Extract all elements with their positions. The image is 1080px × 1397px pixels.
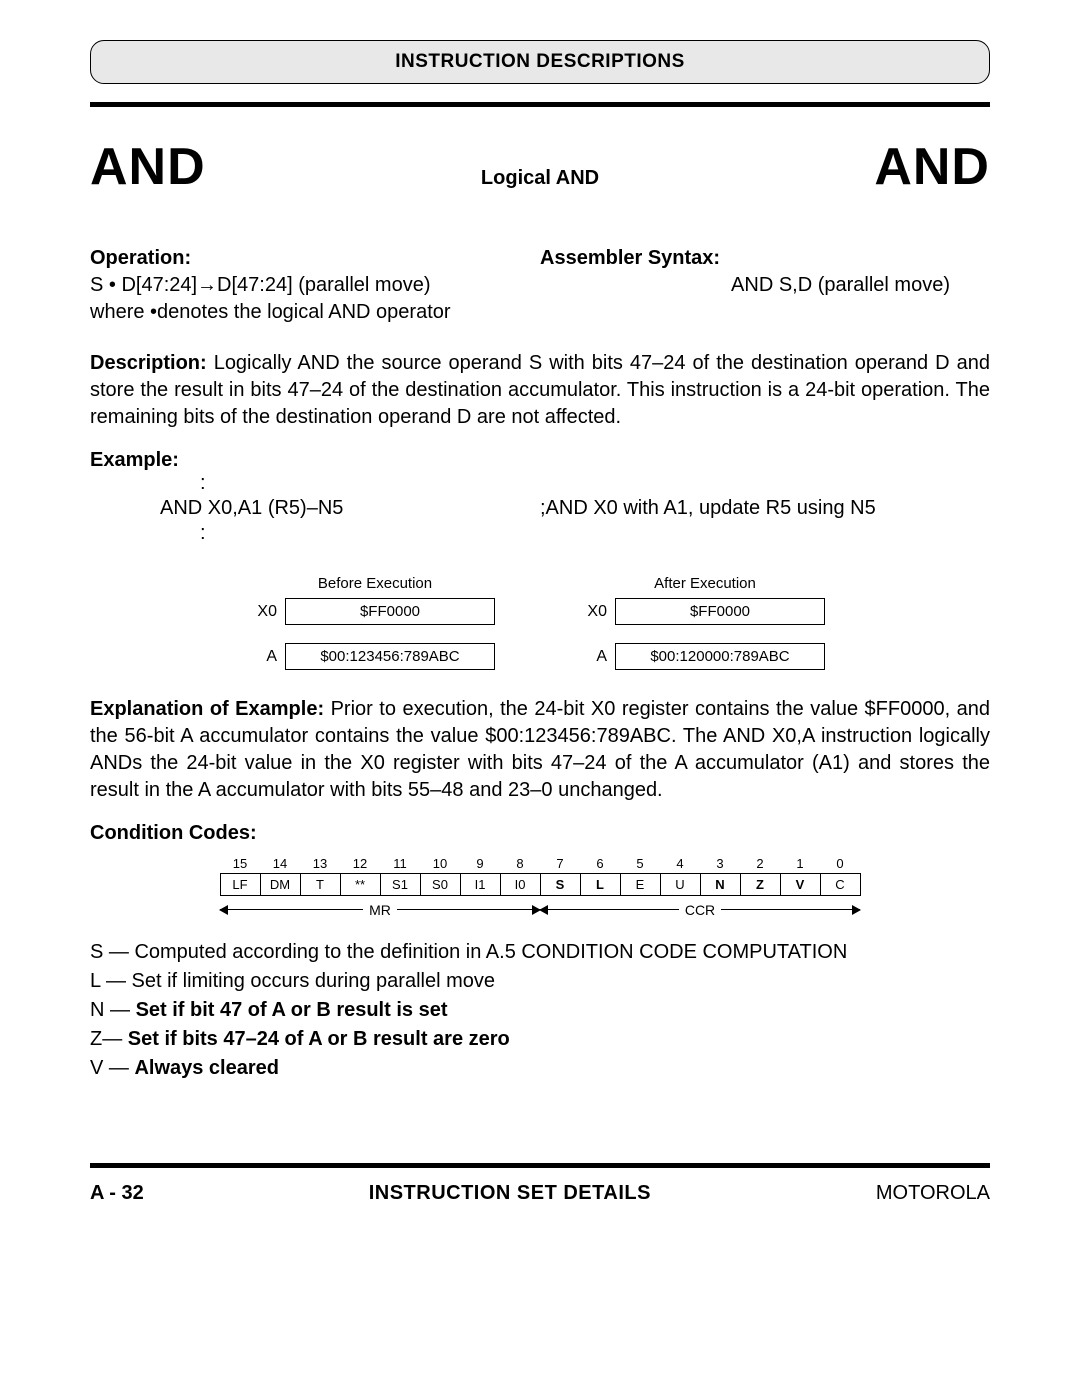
cc-bit-number: 9 <box>460 855 500 873</box>
cc-flag-cell: V <box>780 873 820 895</box>
description-block: Description: Logically AND the source op… <box>90 350 990 431</box>
cc-flag-cell: S <box>540 873 580 895</box>
cc-bit-number: 10 <box>420 855 460 873</box>
reg-value-a-after: $00:120000:789ABC <box>615 643 825 670</box>
reg-label-a-before: A <box>255 648 285 666</box>
cc-flag-cell: E <box>620 873 660 895</box>
register-tables: Before Execution X0 $FF0000 A $00:123456… <box>90 575 990 670</box>
operation-line1: S • D[47:24]→D[47:24] (parallel move) <box>90 274 431 296</box>
page-footer: A - 32 INSTRUCTION SET DETAILS MOTOROLA <box>90 1182 990 1205</box>
footer-vendor: MOTOROLA <box>876 1182 990 1205</box>
condition-codes-list: S — Computed according to the definition… <box>90 938 990 1083</box>
cc-flag-cell: ** <box>340 873 380 895</box>
example-label: Example: <box>90 449 990 472</box>
condition-codes-table: 1514131211109876543210 LFDMT**S1S0I1I0SL… <box>220 855 861 896</box>
cc-flag-cell: I1 <box>460 873 500 895</box>
before-caption: Before Execution <box>255 575 495 592</box>
footer-page-number: A - 32 <box>90 1182 144 1205</box>
explanation-label: Explanation of Example: <box>90 698 324 720</box>
cc-arrow-row: MR CCR <box>90 902 990 918</box>
cc-flag-cell: S1 <box>380 873 420 895</box>
reg-label-x0-after: X0 <box>585 603 615 621</box>
cc-flag-cell: I0 <box>500 873 540 895</box>
reg-value-a-before: $00:123456:789ABC <box>285 643 495 670</box>
reg-label-x0-before: X0 <box>255 603 285 621</box>
cc-bit-number: 12 <box>340 855 380 873</box>
cc-bit-number: 5 <box>620 855 660 873</box>
top-rule <box>90 102 990 107</box>
condition-codes-table-wrap: 1514131211109876543210 LFDMT**S1S0I1I0SL… <box>90 855 990 896</box>
cc-bit-number: 7 <box>540 855 580 873</box>
cc-bit-number: 2 <box>740 855 780 873</box>
reg-value-x0-before: $FF0000 <box>285 598 495 625</box>
explanation-block: Explanation of Example: Prior to executi… <box>90 696 990 804</box>
cc-flag-cell: C <box>820 873 860 895</box>
mnemonic-left: AND <box>90 137 206 197</box>
cc-line: V — Always cleared <box>90 1054 990 1083</box>
cc-bit-number: 3 <box>700 855 740 873</box>
example-block: Example: : AND X0,A1 (R5)–N5 ;AND X0 wit… <box>90 449 990 545</box>
cc-line: Z— Set if bits 47–24 of A or B result ar… <box>90 1025 990 1054</box>
cc-bit-number: 0 <box>820 855 860 873</box>
cc-bit-number: 14 <box>260 855 300 873</box>
operation-label: Operation: <box>90 247 191 269</box>
bottom-rule <box>90 1163 990 1168</box>
cc-flag-cell: T <box>300 873 340 895</box>
cc-bit-number: 4 <box>660 855 700 873</box>
after-caption: After Execution <box>585 575 825 592</box>
cc-flag-cell: S0 <box>420 873 460 895</box>
assembler-line1: AND S,D (parallel move) <box>731 274 950 296</box>
cc-flag-cell: U <box>660 873 700 895</box>
mnemonic-right: AND <box>874 137 990 197</box>
ccr-label: CCR <box>685 902 715 918</box>
cc-bit-number: 8 <box>500 855 540 873</box>
operation-assembler-line1: S • D[47:24]→D[47:24] (parallel move) AN… <box>90 274 990 297</box>
condition-codes-label: Condition Codes: <box>90 822 990 845</box>
mr-label: MR <box>369 902 391 918</box>
example-colon-1: : <box>200 472 990 495</box>
cc-bit-number: 13 <box>300 855 340 873</box>
cc-bit-number: 15 <box>220 855 260 873</box>
cc-bit-number: 6 <box>580 855 620 873</box>
cc-line: L — Set if limiting occurs during parall… <box>90 967 990 996</box>
cc-bit-number: 11 <box>380 855 420 873</box>
instruction-subtitle: Logical AND <box>481 167 599 190</box>
assembler-label: Assembler Syntax: <box>540 247 720 269</box>
cc-line: N — Set if bit 47 of A or B result is se… <box>90 996 990 1025</box>
cc-flag-cell: Z <box>740 873 780 895</box>
cc-flag-cell: LF <box>220 873 260 895</box>
operation-line2-row: where •denotes the logical AND operator <box>90 301 990 324</box>
operation-line2: where •denotes the logical AND operator <box>90 301 451 323</box>
section-header: INSTRUCTION DESCRIPTIONS <box>90 40 990 84</box>
reg-value-x0-after: $FF0000 <box>615 598 825 625</box>
instruction-title-row: AND Logical AND AND <box>90 137 990 197</box>
description-label: Description: <box>90 352 207 374</box>
example-colon-2: : <box>200 522 990 545</box>
example-comment: ;AND X0 with A1, update R5 using N5 <box>540 497 990 520</box>
section-header-text: INSTRUCTION DESCRIPTIONS <box>395 51 685 72</box>
description-text: Logically AND the source operand S with … <box>90 352 990 428</box>
cc-flag-cell: L <box>580 873 620 895</box>
operation-assembler-row: Operation: Assembler Syntax: <box>90 247 990 270</box>
cc-bit-number: 1 <box>780 855 820 873</box>
cc-line: S — Computed according to the definition… <box>90 938 990 967</box>
cc-flag-cell: DM <box>260 873 300 895</box>
reg-label-a-after: A <box>585 648 615 666</box>
footer-section-title: INSTRUCTION SET DETAILS <box>369 1182 651 1205</box>
after-column: After Execution X0 $FF0000 A $00:120000:… <box>585 575 825 670</box>
cc-flag-cell: N <box>700 873 740 895</box>
example-code: AND X0,A1 (R5)–N5 <box>160 497 540 520</box>
before-column: Before Execution X0 $FF0000 A $00:123456… <box>255 575 495 670</box>
